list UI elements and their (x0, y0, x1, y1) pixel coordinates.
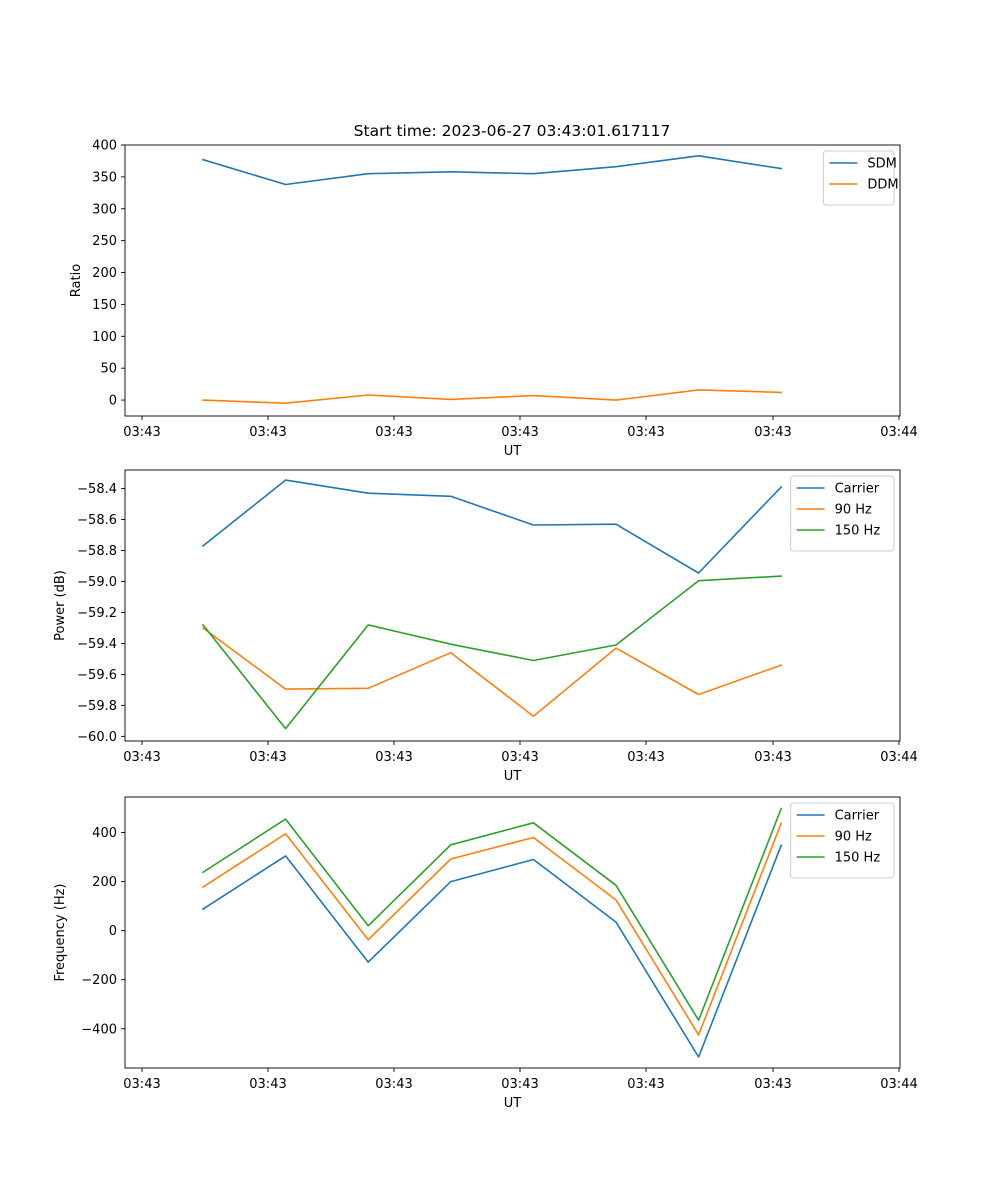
x-tick-label: 03:43 (627, 1077, 664, 1092)
y-tick-label: 200 (92, 875, 117, 890)
y-tick-label: −59.2 (77, 606, 117, 621)
legend-box (790, 475, 895, 552)
y-tick-label: −400 (81, 1022, 117, 1037)
y-tick-label: 150 (92, 298, 117, 313)
x-tick-label: 03:43 (754, 1077, 791, 1092)
y-tick-label: −200 (81, 973, 117, 988)
y-tick-label: −59.6 (77, 668, 117, 683)
x-tick-label: 03:43 (123, 425, 160, 440)
y-tick-label: −60.0 (77, 730, 117, 745)
x-tick-label: 03:43 (375, 425, 412, 440)
y-axis-label: Frequency (Hz) (53, 883, 68, 981)
series-line-1-2 (202, 389, 783, 405)
series-line-3-1 (201, 844, 783, 1058)
series-line-2-2 (201, 626, 783, 718)
series-line-2-1 (201, 479, 783, 574)
y-tick-label: 300 (92, 202, 117, 217)
legend-label: DDM (867, 178, 898, 193)
x-tick-label: 03:43 (754, 750, 791, 765)
y-tick-label: 0 (109, 924, 117, 939)
y-tick-label: 100 (92, 330, 117, 345)
legend-label: 90 Hz (835, 503, 872, 518)
legend: Carrier 90 Hz 150 Hz (790, 802, 895, 879)
x-tick-label: 03:43 (249, 1077, 286, 1092)
x-tick-label: 03:43 (501, 750, 538, 765)
y-tick-label: 400 (92, 826, 117, 841)
legend: Carrier 90 Hz 150 Hz (790, 475, 895, 552)
axes-frame (124, 469, 901, 742)
legend-label: Carrier (835, 482, 880, 497)
series-line-3-3 (201, 807, 783, 1022)
x-tick-label: 03:43 (627, 750, 664, 765)
x-tick-label: 03:43 (627, 425, 664, 440)
legend-label: 150 Hz (835, 851, 881, 866)
x-axis-label: UT (504, 769, 522, 784)
chart-panel-3: 03:43 03:43 03:43 03:43 03:43 03:43 03:44 −400 −… (53, 796, 918, 1111)
y-tick-label: −59.8 (77, 699, 117, 714)
x-tick-label: 03:43 (249, 425, 286, 440)
y-tick-label: 0 (109, 394, 117, 409)
y-tick-label: −59.0 (77, 575, 117, 590)
y-tick-label: 50 (100, 362, 117, 377)
x-tick-label: 03:43 (375, 750, 412, 765)
y-tick-label: −58.6 (77, 513, 117, 528)
y-tick-label: −59.4 (77, 637, 117, 652)
chart-panel-1: 03:43 03:43 03:43 03:43 03:43 03:43 03:44 0 50 10… (69, 139, 918, 460)
x-tick-label: 03:44 (880, 425, 917, 440)
legend-label: Carrier (835, 809, 880, 824)
y-tick-label: 200 (92, 266, 117, 281)
figure-title: Start time: 2023-06-27 03:43:01.617117 (354, 122, 671, 140)
series-line-2-3 (201, 575, 783, 730)
legend-label: 90 Hz (835, 830, 872, 845)
y-axis-label: Power (dB) (53, 570, 68, 641)
x-tick-label: 03:43 (249, 750, 286, 765)
y-tick-label: −58.4 (77, 482, 117, 497)
legend-label: SDM (867, 157, 896, 172)
x-tick-label: 03:43 (501, 1077, 538, 1092)
y-tick-label: 400 (92, 139, 117, 154)
axes-frame (124, 144, 901, 417)
chart-panel-2: 03:43 03:43 03:43 03:43 03:43 03:43 03:44 −60.0… (53, 469, 918, 784)
x-tick-label: 03:44 (880, 750, 917, 765)
x-tick-label: 03:43 (754, 425, 791, 440)
legend-box (822, 150, 895, 206)
x-axis-label: UT (504, 1096, 522, 1111)
y-tick-label: 250 (92, 234, 117, 249)
x-tick-label: 03:43 (123, 1077, 160, 1092)
legend-label: 150 Hz (835, 524, 881, 539)
x-tick-label: 03:43 (501, 425, 538, 440)
legend: SDM DDM (822, 150, 899, 206)
series-line-1-1 (202, 155, 783, 186)
series-line-3-2 (201, 822, 783, 1036)
y-axis-label: Ratio (69, 264, 84, 297)
x-axis-label: UT (504, 444, 522, 459)
x-tick-label: 03:44 (880, 1077, 917, 1092)
legend-box (790, 802, 895, 879)
x-tick-label: 03:43 (375, 1077, 412, 1092)
axes-frame (124, 796, 901, 1069)
y-tick-label: 350 (92, 170, 117, 185)
x-tick-label: 03:43 (123, 750, 160, 765)
y-tick-label: −58.8 (77, 544, 117, 559)
